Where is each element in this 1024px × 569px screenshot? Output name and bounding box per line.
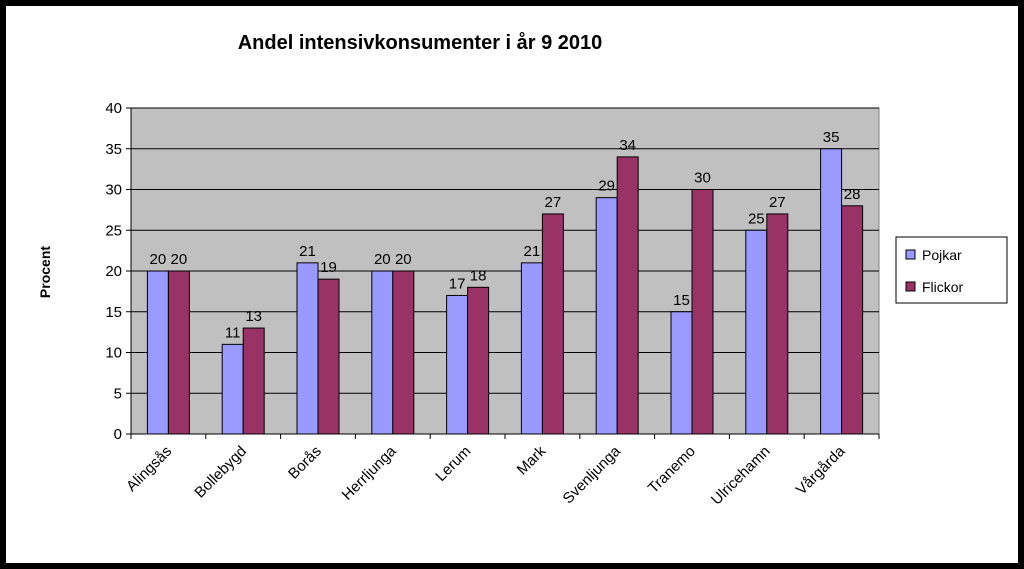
data-label: 20 — [171, 251, 188, 268]
bar-flickor — [841, 205, 864, 435]
data-label: 29 — [598, 178, 615, 195]
data-label: 25 — [748, 210, 765, 227]
data-label: 21 — [299, 243, 316, 260]
data-label: 15 — [673, 292, 690, 309]
bar-pojkar — [296, 262, 319, 435]
data-label: 20 — [374, 251, 391, 268]
x-tick-label: Svenljunga — [560, 442, 625, 507]
data-label: 18 — [470, 267, 487, 284]
data-label: 30 — [694, 170, 711, 187]
bar-flickor — [392, 270, 415, 435]
data-label: 27 — [545, 194, 562, 211]
x-tick-label: Bollebygd — [191, 443, 250, 502]
y-tick-label: 20 — [105, 263, 122, 280]
bar-pojkar — [670, 311, 693, 435]
y-tick-label: 10 — [105, 345, 122, 362]
data-label: 20 — [150, 251, 167, 268]
y-tick-label: 5 — [114, 385, 122, 402]
x-tick-label: Ulricehamn — [708, 443, 774, 509]
y-tick-label: 15 — [105, 304, 122, 321]
chart-frame: Andel intensivkonsumenter i år 9 2010 Pr… — [6, 6, 1018, 563]
x-tick-label: Borås — [285, 443, 325, 483]
bar-flickor — [616, 156, 639, 435]
bar-pojkar — [595, 197, 618, 435]
bar-flickor — [691, 189, 714, 435]
data-label: 35 — [823, 129, 840, 146]
data-label: 17 — [449, 275, 466, 292]
bars — [146, 148, 864, 435]
data-label: 11 — [225, 324, 241, 341]
chart-title: Andel intensivkonsumenter i år 9 2010 — [238, 31, 603, 54]
bar-pojkar — [820, 148, 843, 435]
y-axis-ticks: 0 5 10 15 20 25 30 35 40 — [105, 100, 131, 443]
data-label: 20 — [395, 251, 412, 268]
bar-chart: Andel intensivkonsumenter i år 9 2010 Pr… — [37, 31, 1008, 509]
data-label: 34 — [619, 137, 636, 154]
x-tick-label: Vårgårda — [793, 442, 849, 498]
bar-pojkar — [221, 343, 244, 435]
legend-label-flickor: Flickor — [922, 279, 964, 295]
bar-pojkar — [446, 294, 469, 435]
y-tick-label: 25 — [105, 222, 122, 239]
bar-flickor — [242, 327, 265, 435]
bar-flickor — [467, 286, 490, 435]
y-tick-label: 40 — [105, 100, 122, 117]
data-label: 27 — [769, 194, 786, 211]
legend-swatch-pojkar — [905, 249, 916, 260]
legend-box — [895, 236, 1008, 304]
data-label: 21 — [524, 243, 541, 260]
bar-flickor — [167, 270, 190, 435]
legend-swatch-flickor — [905, 281, 916, 292]
x-tick-label: Herrljunga — [339, 442, 400, 503]
bar-flickor — [317, 278, 340, 435]
bar-flickor — [766, 213, 789, 435]
y-tick-label: 30 — [105, 182, 122, 199]
y-tick-label: 35 — [105, 141, 122, 158]
legend-label-pojkar: Pojkar — [922, 247, 962, 263]
data-label: 19 — [320, 259, 337, 276]
data-label: 13 — [245, 308, 262, 325]
y-axis-label: Procent — [37, 246, 53, 298]
x-tick-label: Lerum — [432, 443, 474, 485]
bar-pojkar — [745, 229, 768, 435]
bar-pojkar — [520, 262, 543, 435]
x-tick-label: Tranemo — [645, 443, 699, 497]
x-tick-label: Alingsås — [123, 443, 175, 495]
data-label: 28 — [844, 186, 861, 203]
bar-pojkar — [146, 270, 169, 435]
bar-flickor — [541, 213, 564, 435]
bar-pojkar — [371, 270, 394, 435]
x-tick-label: Mark — [514, 442, 550, 478]
y-tick-label: 0 — [114, 426, 122, 443]
legend: Pojkar Flickor — [895, 236, 1008, 304]
